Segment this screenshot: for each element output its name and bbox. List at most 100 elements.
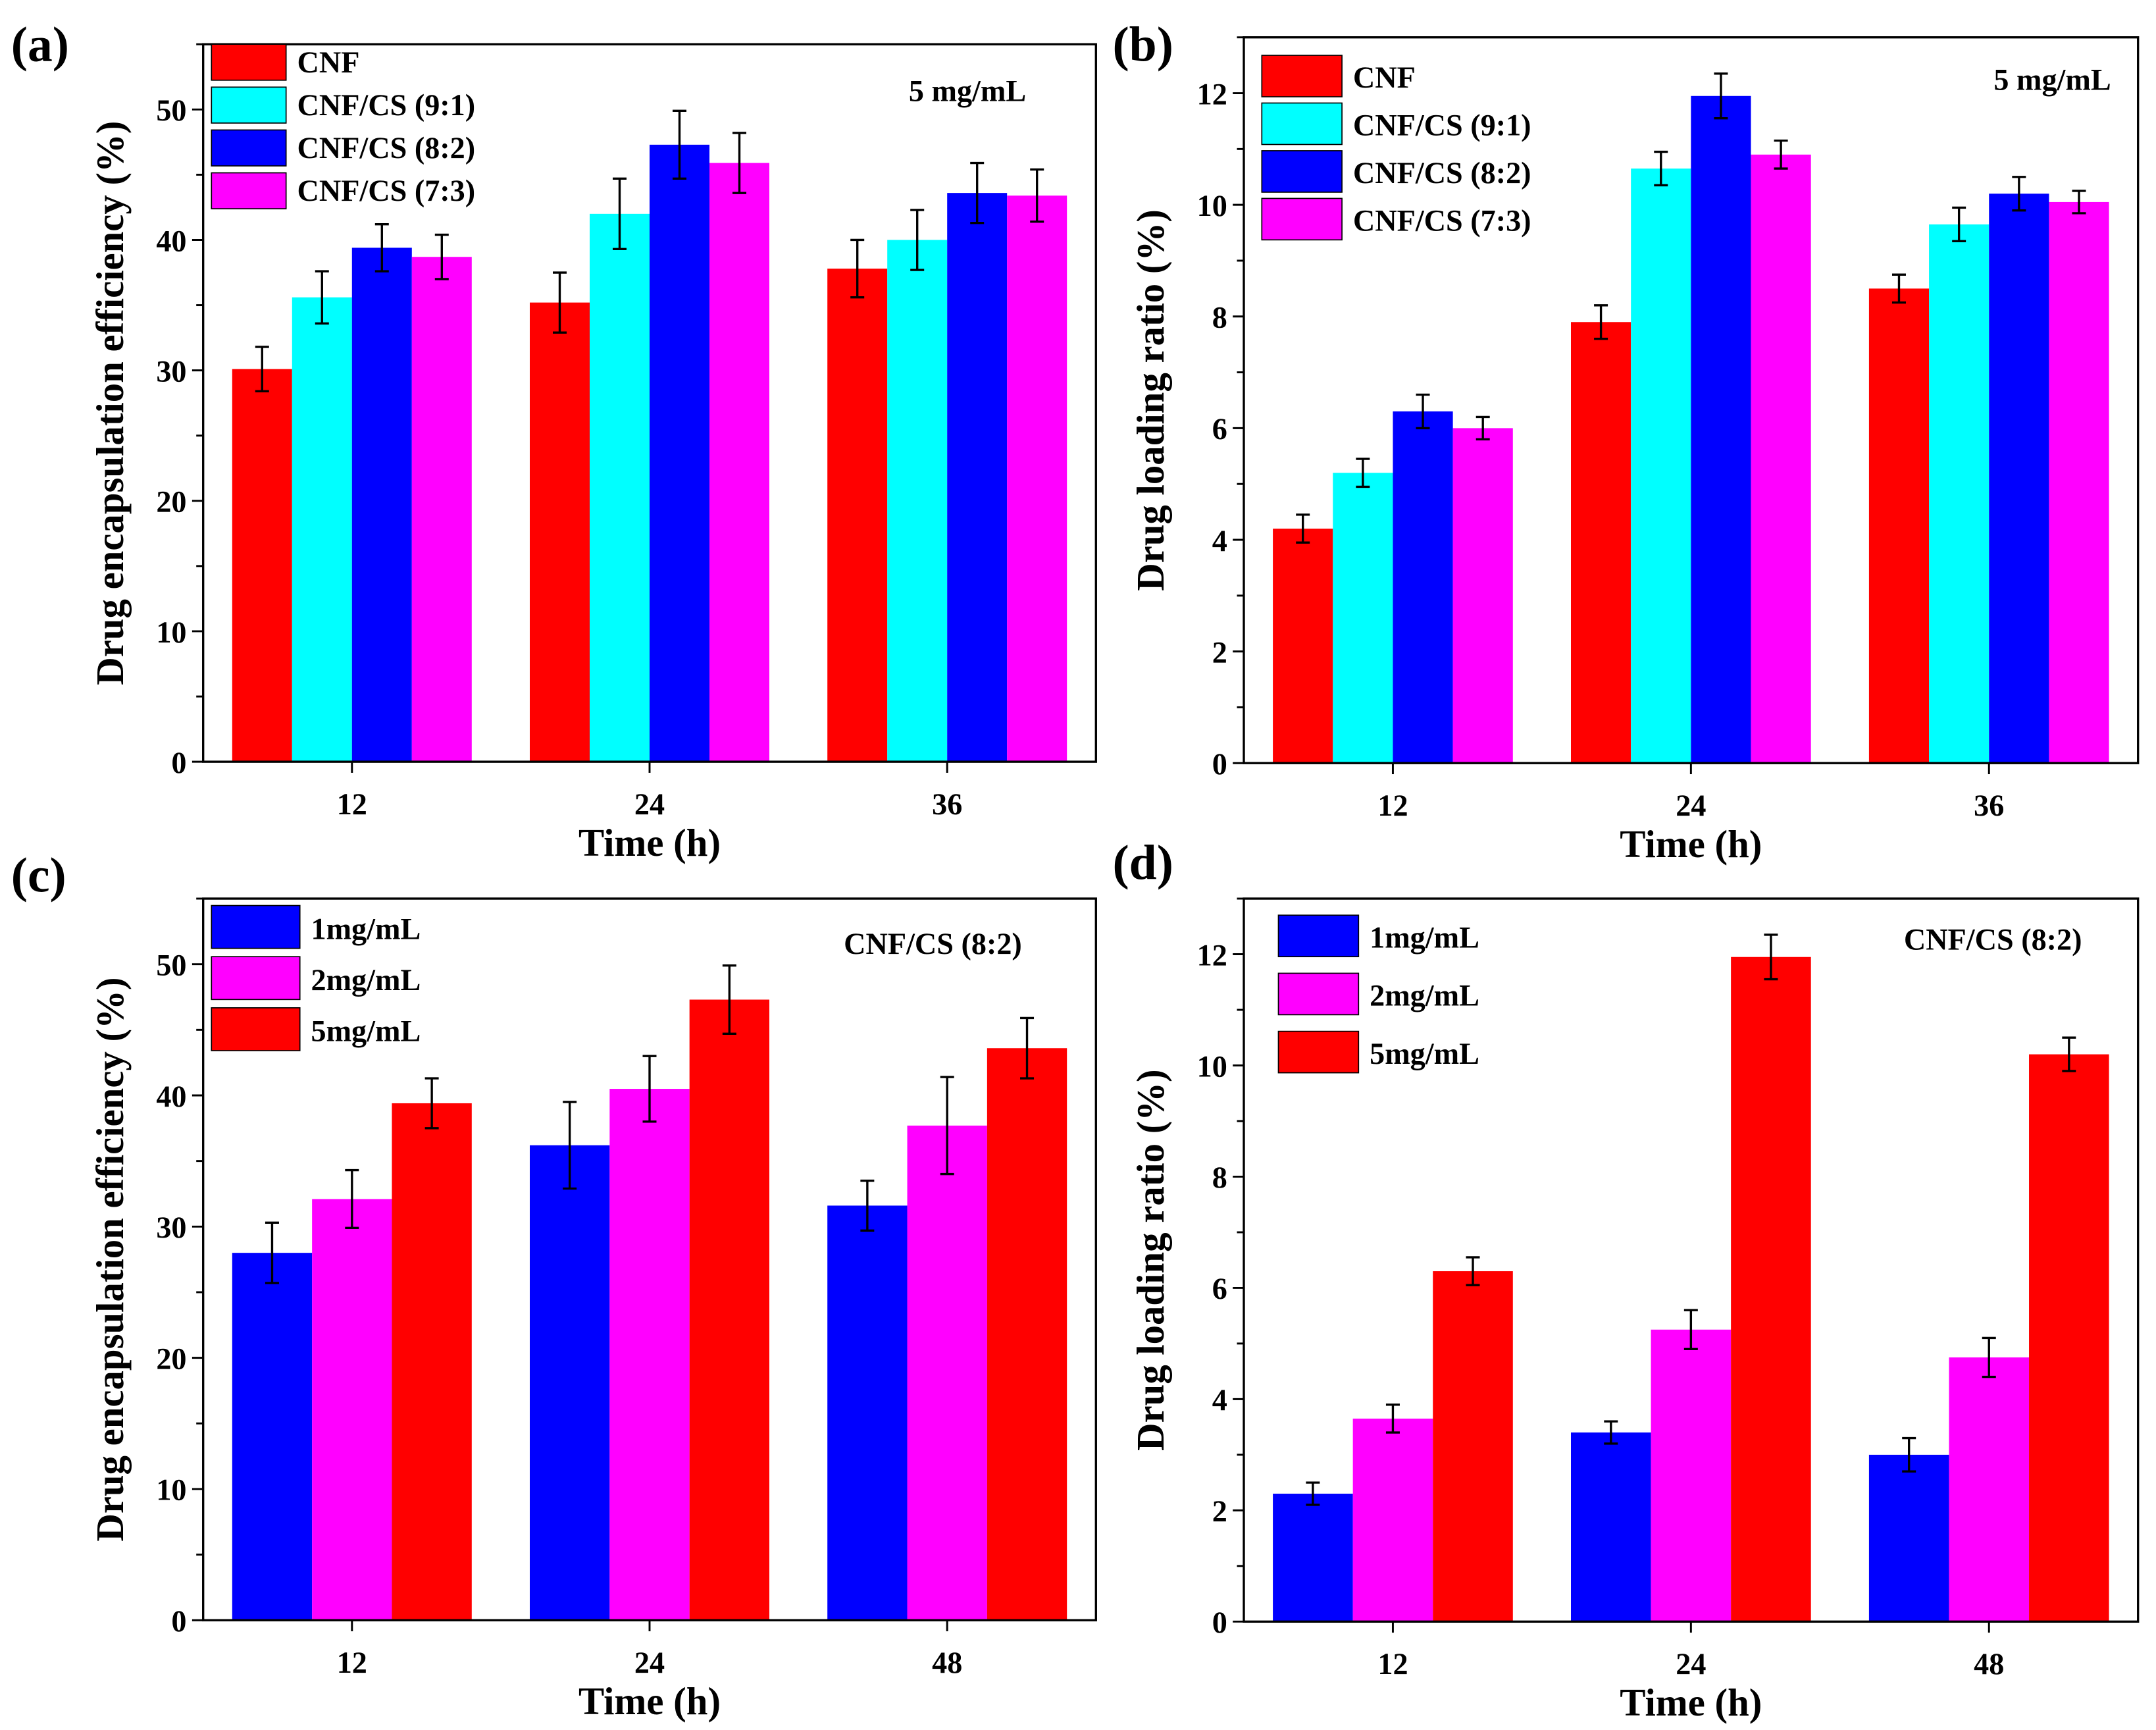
bar xyxy=(1333,473,1393,764)
y-tick-label: 0 xyxy=(171,1604,186,1638)
x-tick-label: 48 xyxy=(1974,1647,2004,1681)
x-tick-label: 12 xyxy=(337,1646,367,1679)
y-axis-label: Drug encapsulation efficiency (%) xyxy=(89,978,132,1542)
y-tick-label: 8 xyxy=(1212,1161,1227,1194)
bar xyxy=(1929,224,1989,764)
y-tick-label: 0 xyxy=(1212,747,1227,781)
legend-label: 1mg/mL xyxy=(311,912,421,945)
y-axis-label: Drug encapsulation efficiency (%) xyxy=(89,121,132,685)
bar xyxy=(1452,428,1513,764)
bar xyxy=(1352,1418,1433,1622)
bar xyxy=(1868,1454,1949,1622)
panel-label: (d) xyxy=(1113,836,1173,891)
bar xyxy=(1571,1432,1651,1622)
legend-label: CNF/CS (8:2) xyxy=(297,131,476,165)
bar xyxy=(887,240,948,762)
legend-swatch xyxy=(1277,972,1360,1016)
bar xyxy=(590,213,650,762)
y-tick-label: 6 xyxy=(1212,412,1227,446)
annotation: 5 mg/mL xyxy=(1993,63,2111,97)
legend-label: CNF xyxy=(1353,61,1416,94)
legend-label: 1mg/mL xyxy=(1370,920,1479,954)
bar xyxy=(312,1199,392,1621)
y-tick-label: 2 xyxy=(1212,1494,1227,1528)
y-tick-label: 50 xyxy=(156,93,186,127)
bar xyxy=(232,1253,313,1621)
legend: 1mg/mL 2mg/mL 5mg/mL xyxy=(211,904,421,1051)
panel-label: (b) xyxy=(1113,17,1173,72)
y-tick-label: 50 xyxy=(156,948,186,982)
legend-swatch xyxy=(211,129,287,167)
x-axis-label: Time (h) xyxy=(1620,823,1762,866)
bar xyxy=(1691,95,1751,764)
bar xyxy=(411,257,472,762)
annotation: CNF/CS (8:2) xyxy=(844,927,1022,960)
bar xyxy=(827,1205,908,1621)
y-tick-label: 30 xyxy=(156,354,186,388)
legend-label: CNF xyxy=(297,45,360,79)
bar xyxy=(1631,169,1691,764)
legend-label: CNF/CS (7:3) xyxy=(1353,204,1531,238)
legend-swatch xyxy=(211,86,287,124)
panel-label: (a) xyxy=(11,17,69,72)
legend-swatch xyxy=(1277,1030,1360,1074)
bar xyxy=(392,1103,472,1621)
bar xyxy=(1868,288,1930,764)
legend-swatch xyxy=(1261,150,1343,193)
y-tick-label: 40 xyxy=(156,1080,186,1113)
y-tick-label: 10 xyxy=(1197,189,1227,223)
y-tick-label: 20 xyxy=(156,1342,186,1375)
bar xyxy=(530,302,590,762)
legend-swatch xyxy=(211,172,287,209)
chart-panel-a: 0 10 20 30 40 50 12 24 36 Time (h) Drug encapsulat… xyxy=(11,17,1097,864)
legend-swatch xyxy=(1261,102,1343,145)
x-tick-label: 24 xyxy=(1676,1647,1706,1681)
y-tick-label: 2 xyxy=(1212,635,1227,669)
bar xyxy=(827,269,888,762)
x-tick-label: 24 xyxy=(634,1646,665,1679)
y-tick-label: 10 xyxy=(156,616,186,649)
x-axis-label: Time (h) xyxy=(578,1680,721,1723)
x-tick-label: 36 xyxy=(932,787,962,821)
bar xyxy=(1273,529,1333,764)
x-tick-label: 36 xyxy=(1974,789,2004,822)
bar xyxy=(689,999,769,1621)
legend-label: CNF/CS (7:3) xyxy=(297,174,476,207)
bar xyxy=(709,163,769,762)
bar xyxy=(232,369,292,762)
x-tick-label: 12 xyxy=(337,787,367,821)
bar xyxy=(1731,957,1811,1622)
x-axis-label: Time (h) xyxy=(1620,1681,1762,1724)
bar xyxy=(947,193,1008,762)
x-axis-label: Time (h) xyxy=(578,822,721,864)
y-tick-label: 4 xyxy=(1212,1383,1227,1417)
y-tick-label: 0 xyxy=(1212,1606,1227,1639)
annotation: 5 mg/mL xyxy=(909,74,1026,107)
bar xyxy=(2049,201,2109,764)
legend-swatch xyxy=(211,43,287,81)
chart-panel-c: 0 10 20 30 40 50 12 24 48 Time (h) Drug encapsulat… xyxy=(11,849,1097,1723)
y-tick-label: 10 xyxy=(1197,1049,1227,1083)
legend-swatch xyxy=(1261,197,1343,241)
bar xyxy=(1433,1271,1513,1622)
legend-label: CNF/CS (8:2) xyxy=(1353,156,1531,190)
y-tick-label: 6 xyxy=(1212,1272,1227,1305)
annotation: CNF/CS (8:2) xyxy=(1904,923,2082,957)
bar xyxy=(1949,1357,2030,1622)
legend-label: 2mg/mL xyxy=(311,963,421,997)
legend: CNF CNF/CS (9:1) CNF/CS (8:2) CNF/CS (7:3) xyxy=(1261,55,1531,241)
legend-label: 2mg/mL xyxy=(1370,979,1479,1012)
bar xyxy=(907,1125,987,1621)
x-tick-label: 24 xyxy=(634,787,665,821)
bar xyxy=(1651,1329,1732,1622)
y-tick-label: 30 xyxy=(156,1211,186,1244)
bar xyxy=(2029,1054,2109,1622)
legend-label: CNF/CS (9:1) xyxy=(1353,109,1531,142)
bar xyxy=(292,297,352,762)
legend-swatch xyxy=(211,956,301,1001)
y-tick-label: 8 xyxy=(1212,301,1227,334)
y-axis-label: Drug loading ratio (%) xyxy=(1129,1069,1172,1451)
